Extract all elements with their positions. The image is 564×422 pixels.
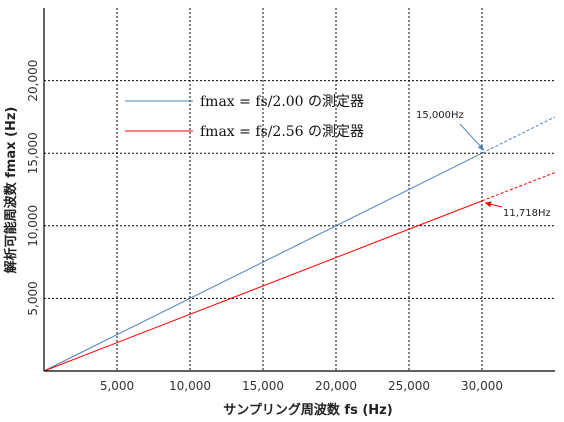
series-extension-1 xyxy=(481,116,556,154)
annotations: 15,000Hz 11,718Hz xyxy=(416,110,551,219)
y-tick-label: 20,000 xyxy=(26,60,40,102)
x-axis-title: サンプリング周波数 fs (Hz) xyxy=(223,402,392,418)
x-tick-label: 15,000 xyxy=(242,379,284,393)
annotation-arrowhead-1 xyxy=(477,143,484,151)
y-axis-title: 解析可能周波数 fmax (Hz) xyxy=(3,107,19,275)
annotation-label-2: 11,718Hz xyxy=(503,208,551,219)
y-tick-label: 15,000 xyxy=(26,132,40,174)
y-tick-label: 5,000 xyxy=(26,281,40,315)
axes xyxy=(43,8,555,372)
legend: fmax = fs/2.00 の測定器 fmax = fs/2.56 の測定器 xyxy=(125,94,364,140)
x-tick-label: 20,000 xyxy=(315,379,357,393)
tick-labels: 5,000 10,000 15,000 20,000 25,000 30,000 5,000… xyxy=(26,60,503,393)
x-tick-label: 10,000 xyxy=(169,379,211,393)
series-extension-2 xyxy=(481,172,556,202)
series-lines xyxy=(43,116,556,372)
x-tick-label: 25,000 xyxy=(388,379,430,393)
legend-label-2: fmax = fs/2.56 の測定器 xyxy=(200,124,364,140)
x-tick-label: 5,000 xyxy=(100,379,134,393)
annotation-arrowhead-2 xyxy=(485,201,492,208)
grid xyxy=(44,8,555,371)
series-line-1 xyxy=(43,152,483,372)
legend-label-1: fmax = fs/2.00 の測定器 xyxy=(200,94,364,110)
annotation-label-1: 15,000Hz xyxy=(416,110,464,121)
series-line-2 xyxy=(43,200,483,372)
y-tick-label: 10,000 xyxy=(26,205,40,247)
x-tick-label: 30,000 xyxy=(461,379,503,393)
